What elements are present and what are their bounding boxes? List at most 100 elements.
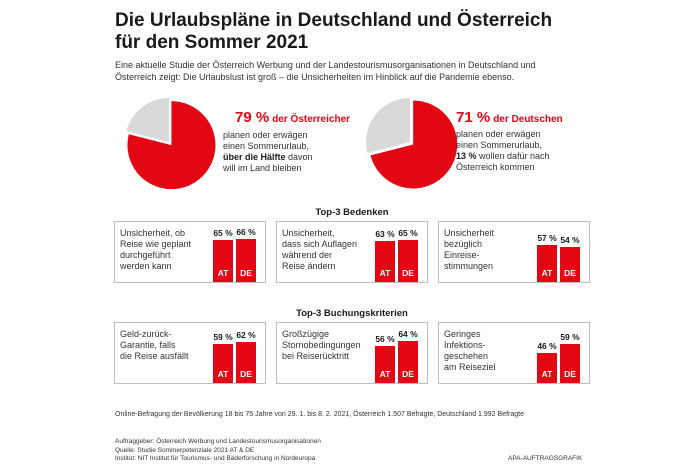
bedenken-label-1-line-3: Reise ändern	[282, 261, 336, 271]
title-line-2: für den Sommer 2021	[115, 32, 309, 53]
bedenken-card-2: Unsicherheit, dass sich Auflagen während d…	[276, 221, 428, 283]
kriterien-label-1-line-2: bei Reiserücktritt	[282, 351, 350, 361]
kriterien-bar-2-at	[537, 353, 557, 383]
kriterien-label-0: Geld-zurück- Garantie, falls die Reise aus…	[120, 329, 200, 362]
kriterien-bar-value-0-de: 62 %	[236, 330, 256, 340]
pie-germany-line-3-bold: 13 %	[456, 151, 477, 161]
pie-chart-austria	[126, 98, 216, 190]
bedenken-label-2-line-0: Unsicherheit	[444, 228, 495, 238]
bedenken-label-2-line-2: Einreise-	[444, 250, 480, 260]
intro-line-1: Eine aktuelle Studie der Österreich Werb…	[115, 60, 536, 70]
bedenken-bar-2-de	[560, 247, 580, 282]
bedenken-bar-code-2-de: DE	[564, 268, 576, 278]
kriterien-bar-code-2-at: AT	[541, 369, 553, 379]
kriterien-bar-value-2-de: 59 %	[560, 332, 580, 342]
kriterien-card-2: Großzügige Stornobedingungen bei Reiserück…	[276, 322, 428, 384]
pie-austria-line-2: einen Sommerurlaub,	[223, 141, 310, 151]
pie-austria-description: planen oder erwägen einen Sommerurlaub, …	[223, 130, 313, 174]
kriterien-label-2-line-2: geschehen	[444, 351, 489, 361]
bedenken-label-0-line-1: Reise wie geplant	[120, 239, 192, 249]
bedenken-bar-value-0-at: 65 %	[213, 228, 233, 238]
pie-austria-line-3: über die Hälfte davon	[223, 152, 313, 163]
pie-austria-line-3-rest: davon	[285, 152, 313, 162]
section-title-kriterien: Top-3 Buchungskriterien	[296, 308, 408, 319]
kriterien-bar-code-0-de: DE	[240, 369, 252, 379]
pie-germany-value: 71 %	[456, 109, 491, 126]
kriterien-label-0-line-1: Garantie, falls	[120, 340, 176, 350]
bedenken-bar-1-de	[398, 240, 418, 282]
bedenken-bar-2-at	[537, 245, 557, 282]
kriterien-label-1-line-0: Großzügige	[282, 329, 330, 339]
pie-1-slice-0	[370, 100, 458, 189]
pie-germany-headline: 71 % der Deutschen	[456, 109, 563, 126]
bedenken-bar-value-2-de: 54 %	[560, 235, 580, 245]
pie-germany-line-3-rest: wollen dafür nach	[476, 151, 550, 161]
bedenken-label-0: Unsicherheit, ob Reise wie geplant durchge…	[120, 228, 200, 272]
kriterien-label-2: Geringes Infektions-geschehen am Reiseziel	[444, 329, 524, 373]
kriterien-label-0-line-2: die Reise ausfällt	[120, 351, 189, 361]
bedenken-bar-0-de	[236, 239, 256, 282]
pie-germany-line-4: Österreich kommen	[456, 162, 535, 172]
bedenken-label-1-line-0: Unsicherheit,	[282, 228, 335, 238]
title-line-1: Die Urlaubspläne in Deutschland und Öste…	[115, 10, 553, 31]
pie-austria-value: 79 %	[235, 109, 270, 126]
kriterien-bar-value-0-at: 59 %	[213, 332, 233, 342]
pie-austria-line-3-bold: über die Hälfte	[223, 152, 286, 162]
kriterien-bar-1-de	[398, 341, 418, 383]
kriterien-bar-code-1-de: DE	[402, 369, 414, 379]
bedenken-label-2: Unsicherheit bezüglich Einreise-stimmungen	[444, 228, 524, 272]
bedenken-bar-value-1-de: 65 %	[398, 228, 418, 238]
bedenken-label-1-line-1: dass sich Auflagen	[282, 239, 358, 249]
page-title: Die Urlaubspläne in Deutschland und Öste…	[115, 10, 595, 54]
bedenken-bar-code-1-at: AT	[379, 268, 391, 278]
pie-0-slice-1	[126, 98, 169, 142]
pie-germany-description: planen oder erwägen einen Sommerurlaub, …	[456, 129, 550, 173]
pie-austria-headline: 79 % der Österreicher	[235, 109, 350, 126]
pie-1-slice-1	[366, 98, 410, 153]
bedenken-bar-value-0-de: 66 %	[236, 227, 256, 237]
kriterien-bar-0-at	[213, 344, 233, 383]
bedenken-label-1-line-2: während der	[282, 250, 333, 260]
kriterien-bar-1-at	[375, 346, 395, 383]
kriterien-label-2-line-1: Infektions-	[444, 340, 486, 350]
bedenken-label-0-line-3: werden kann	[120, 261, 172, 271]
infographic: Die Urlaubspläne in Deutschland und Öste…	[104, 2, 600, 466]
bedenken-label-0-line-2: durchgeführt	[120, 250, 171, 260]
bedenken-label-2-line-1: bezüglich	[444, 239, 483, 249]
bedenken-card-1: Unsicherheit, ob Reise wie geplant durchge…	[114, 221, 266, 283]
kriterien-bar-2-de	[560, 344, 580, 383]
pie-germany-line-1: planen oder erwägen	[456, 129, 541, 139]
bedenken-bar-value-1-at: 63 %	[375, 229, 395, 239]
bedenken-bar-code-0-de: DE	[240, 268, 252, 278]
section-title-bedenken: Top-3 Bedenken	[315, 207, 389, 218]
pie-austria-label: der Österreicher	[272, 114, 351, 125]
pie-0-slice-0	[127, 101, 216, 190]
kriterien-label-1-line-1: Stornobedingungen	[282, 340, 361, 350]
bedenken-bar-code-0-at: AT	[217, 268, 229, 278]
kriterien-label-0-line-0: Geld-zurück-	[120, 329, 172, 339]
pie-chart-germany	[366, 98, 458, 189]
kriterien-card-3: Geringes Infektions-geschehen am Reiseziel…	[438, 322, 590, 384]
kriterien-label-2-line-0: Geringes	[444, 329, 481, 339]
bedenken-card-3: Unsicherheit bezüglich Einreise-stimmungen…	[438, 221, 590, 283]
bedenken-label-2-line-3: stimmungen	[444, 261, 494, 271]
kriterien-label-2-line-3: am Reiseziel	[444, 362, 496, 372]
credits: Auftraggeber: Österreich Werbung und Lan…	[115, 438, 321, 464]
kriterien-bar-value-1-de: 64 %	[398, 329, 418, 339]
bedenken-label-0-line-0: Unsicherheit, ob	[120, 228, 186, 238]
intro-text: Eine aktuelle Studie der Österreich Werb…	[115, 59, 599, 83]
credit-client: Auftraggeber: Österreich Werbung und Lan…	[115, 438, 321, 445]
credit-source: Quelle: Studie Sommerpotenziale 2021 AT …	[115, 446, 255, 454]
survey-note: Online-Befragung der Bevölkerung 18 bis …	[115, 411, 524, 418]
kriterien-label-1: Großzügige Stornobedingungen bei Reiserück…	[282, 329, 362, 362]
bedenken-bar-code-2-at: AT	[541, 268, 553, 278]
kriterien-bar-code-0-at: AT	[217, 369, 229, 379]
kriterien-bar-value-2-at: 46 %	[537, 341, 557, 351]
agency-credit: APA-AUFTRAGSGRAFIK	[508, 455, 583, 462]
kriterien-card-1: Geld-zurück- Garantie, falls die Reise aus…	[114, 322, 266, 384]
intro-line-2: Österreich zeigt: Die Urlaubslust ist gr…	[115, 72, 515, 82]
kriterien-bar-code-2-de: DE	[564, 369, 576, 379]
pie-austria-line-1: planen oder erwägen	[223, 130, 308, 140]
credit-institute: Institut: NIT Institut für Tourismus- un…	[115, 455, 316, 462]
bedenken-bar-code-1-de: DE	[402, 268, 414, 278]
